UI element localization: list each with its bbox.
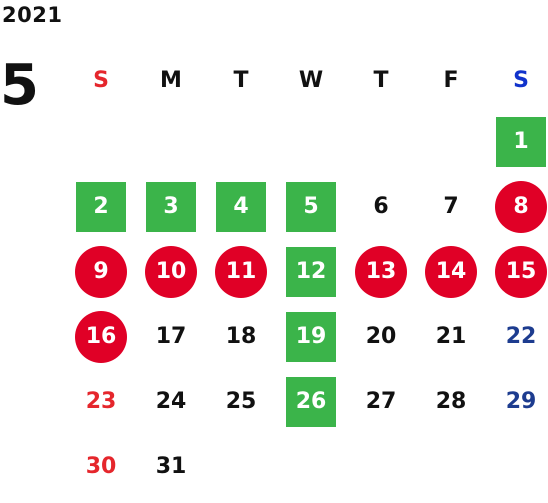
day-number: 21 [435, 324, 467, 349]
day-number: 4 [216, 181, 266, 232]
day-cell-13[interactable]: 13 [346, 239, 416, 304]
weekday-header-thu: T [373, 68, 389, 93]
day-cell-12[interactable]: 12 [276, 239, 346, 304]
day-cell-28[interactable]: 28 [416, 369, 486, 434]
month-number: 5 [0, 53, 39, 118]
day-number: 20 [365, 324, 397, 349]
day-cell-4[interactable]: 4 [206, 174, 276, 239]
day-cell-25[interactable]: 25 [206, 369, 276, 434]
day-cell-2[interactable]: 2 [66, 174, 136, 239]
day-number: 12 [286, 246, 336, 297]
day-number: 22 [505, 324, 537, 349]
day-cell-10[interactable]: 10 [136, 239, 206, 304]
year-label: 2021 [2, 3, 63, 27]
weekday-header-wed: W [298, 68, 324, 93]
day-number: 26 [286, 376, 336, 427]
day-number: 29 [505, 389, 537, 414]
day-cell-30[interactable]: 30 [66, 434, 136, 499]
day-number: 27 [365, 389, 397, 414]
day-cell-21[interactable]: 21 [416, 304, 486, 369]
day-cell-5[interactable]: 5 [276, 174, 346, 239]
day-cell-8[interactable]: 8 [486, 174, 548, 239]
day-number: 23 [85, 389, 117, 414]
day-number: 31 [155, 454, 187, 479]
day-number: 14 [425, 245, 477, 298]
day-cell-22[interactable]: 22 [486, 304, 548, 369]
day-cell-24[interactable]: 24 [136, 369, 206, 434]
day-cell-23[interactable]: 23 [66, 369, 136, 434]
day-number: 9 [75, 245, 127, 298]
day-cell-3[interactable]: 3 [136, 174, 206, 239]
day-number: 15 [495, 245, 547, 298]
day-cell-11[interactable]: 11 [206, 239, 276, 304]
weekday-header-sun: S [93, 68, 109, 93]
day-number: 18 [225, 324, 257, 349]
weekday-header-sat: S [513, 68, 529, 93]
day-number: 30 [85, 454, 117, 479]
day-number: 24 [155, 389, 187, 414]
day-number: 7 [443, 194, 459, 219]
day-number: 17 [155, 324, 187, 349]
day-cell-9[interactable]: 9 [66, 239, 136, 304]
day-number: 16 [75, 310, 127, 363]
day-cell-7[interactable]: 7 [416, 174, 486, 239]
day-cell-16[interactable]: 16 [66, 304, 136, 369]
day-number: 28 [435, 389, 467, 414]
day-number: 3 [146, 181, 196, 232]
weekday-header-fri: F [443, 68, 459, 93]
day-number: 8 [495, 180, 547, 233]
day-cell-17[interactable]: 17 [136, 304, 206, 369]
day-number: 5 [286, 181, 336, 232]
day-cell-26[interactable]: 26 [276, 369, 346, 434]
day-cell-14[interactable]: 14 [416, 239, 486, 304]
day-cell-1[interactable]: 1 [486, 109, 548, 174]
day-cell-29[interactable]: 29 [486, 369, 548, 434]
day-number: 25 [225, 389, 257, 414]
day-number: 13 [355, 245, 407, 298]
day-cell-18[interactable]: 18 [206, 304, 276, 369]
day-number: 6 [373, 194, 389, 219]
weekday-header-tue: T [233, 68, 249, 93]
day-cell-6[interactable]: 6 [346, 174, 416, 239]
weekday-header-mon: M [160, 68, 182, 93]
day-number: 2 [76, 181, 126, 232]
day-cell-15[interactable]: 15 [486, 239, 548, 304]
day-number: 11 [215, 245, 267, 298]
day-number: 1 [496, 116, 546, 167]
day-number: 19 [286, 311, 336, 362]
day-cell-27[interactable]: 27 [346, 369, 416, 434]
day-cell-31[interactable]: 31 [136, 434, 206, 499]
day-number: 10 [145, 245, 197, 298]
day-cell-19[interactable]: 19 [276, 304, 346, 369]
day-cell-20[interactable]: 20 [346, 304, 416, 369]
